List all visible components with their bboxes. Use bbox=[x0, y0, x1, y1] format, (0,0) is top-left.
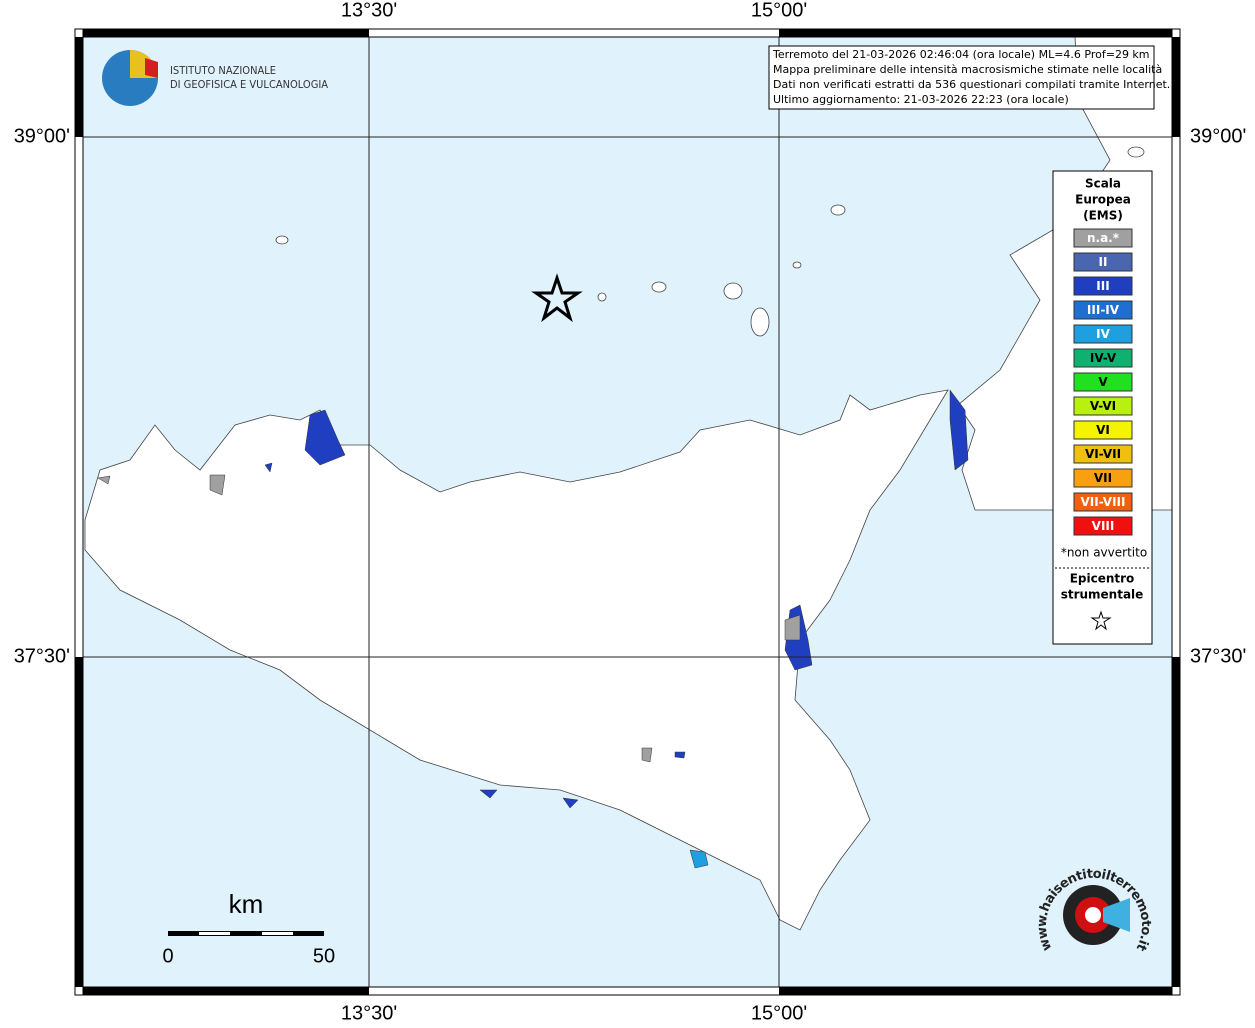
graticule bbox=[83, 37, 1172, 987]
info-line: Mappa preliminare delle intensità macros… bbox=[773, 63, 1162, 76]
legend-label: V bbox=[1098, 375, 1108, 389]
legend-label: VI bbox=[1096, 423, 1110, 437]
legend-swatch bbox=[1073, 516, 1133, 536]
legend-title: (EMS) bbox=[1083, 209, 1123, 223]
info-line: Terremoto del 21-03-2026 02:46:04 (ora l… bbox=[772, 48, 1150, 61]
lat-label: 37°30' bbox=[1190, 645, 1246, 667]
legend-swatch bbox=[1073, 276, 1133, 296]
legend-swatch bbox=[1073, 324, 1133, 344]
info-line: Dati non verificati estratti da 536 ques… bbox=[773, 78, 1170, 91]
info: Terremoto del 21-03-2026 02:46:04 (ora l… bbox=[772, 48, 1170, 106]
ingv-globe bbox=[145, 58, 158, 78]
lon-label: 15°00' bbox=[751, 0, 807, 21]
legend-label: II bbox=[1099, 255, 1108, 269]
scale-label: 0 bbox=[162, 945, 173, 967]
scale-label: 50 bbox=[313, 945, 335, 967]
legend-swatch bbox=[1073, 372, 1133, 392]
legend-label: IV bbox=[1096, 327, 1110, 341]
epicentre bbox=[531, 273, 583, 323]
legend-swatch bbox=[1073, 228, 1133, 248]
legend-star bbox=[1090, 610, 1112, 631]
legend-label: VI-VII bbox=[1085, 447, 1121, 461]
legend-swatch bbox=[1073, 300, 1133, 320]
legend-epicentre: Epicentro bbox=[1070, 572, 1135, 586]
lon-label: 15°00' bbox=[751, 1002, 807, 1024]
legend-label: VII-VIII bbox=[1080, 495, 1125, 509]
logo-text: ISTITUTO NAZIONALE bbox=[170, 64, 276, 77]
legend-swatch bbox=[1073, 252, 1133, 272]
islands bbox=[275, 146, 1145, 337]
legend-swatch bbox=[1073, 420, 1133, 440]
legend-swatch bbox=[1073, 396, 1133, 416]
lat-label: 39°00' bbox=[1190, 125, 1246, 147]
legend-label: VII bbox=[1094, 471, 1112, 485]
info-line: Ultimo aggiornamento: 21-03-2026 22:23 (… bbox=[773, 93, 1069, 106]
legend-swatch bbox=[1073, 468, 1133, 488]
legend-label: III-IV bbox=[1087, 303, 1120, 317]
site-logo bbox=[1085, 907, 1101, 923]
lon-label: 13°30' bbox=[341, 0, 397, 21]
legend-label: VIII bbox=[1092, 519, 1115, 533]
legend-label: V-VI bbox=[1090, 399, 1116, 413]
info-box bbox=[768, 45, 1155, 110]
legend-label: IV-V bbox=[1090, 351, 1117, 365]
legend-swatch bbox=[1073, 348, 1133, 368]
intensity-areas bbox=[264, 389, 969, 869]
legend-epicentre: strumentale bbox=[1061, 588, 1144, 602]
lon-label: 13°30' bbox=[341, 1002, 397, 1024]
scale-unit: km bbox=[229, 889, 264, 919]
lat-label: 39°00' bbox=[14, 125, 70, 147]
lat-label: 37°30' bbox=[14, 645, 70, 667]
frame-border bbox=[74, 28, 1181, 996]
legend-swatch bbox=[1073, 444, 1133, 464]
na-areas bbox=[97, 474, 801, 763]
legend-label: n.a.* bbox=[1087, 231, 1120, 245]
site-logo bbox=[1103, 898, 1130, 932]
logo-text: DI GEOFISICA E VULCANOLOGIA bbox=[170, 78, 328, 91]
legend-label: III bbox=[1096, 279, 1109, 293]
legend-title: Scala bbox=[1085, 177, 1121, 191]
legend-note: *non avvertito bbox=[1061, 546, 1147, 560]
legend: ScalaEuropea(EMS)n.a.*IIIIIIII-IVIVIV-VV… bbox=[1055, 177, 1150, 631]
legend-swatch bbox=[1073, 492, 1133, 512]
scale-bar bbox=[168, 931, 324, 936]
legend-title: Europea bbox=[1075, 193, 1131, 207]
